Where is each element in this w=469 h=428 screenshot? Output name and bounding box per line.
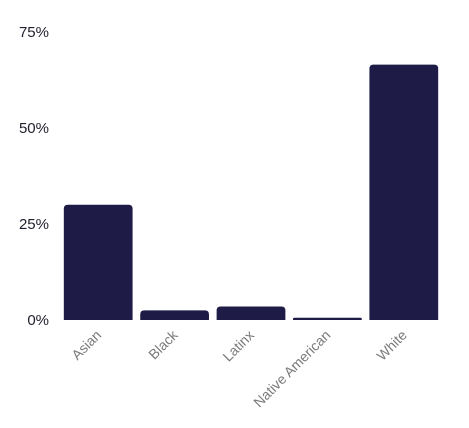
y-axis-ticks: 0% 25% 50% 75% [19,24,49,329]
x-tick-label: Asian [68,327,104,363]
y-tick-label: 0% [27,312,49,329]
x-tick-label: White [373,327,410,364]
bar-white[interactable] [369,64,439,320]
bar-native-american[interactable] [293,317,362,320]
bar-asian[interactable] [63,204,133,320]
x-tick-label: Native American [250,327,333,410]
x-tick-label: Latinx [219,327,257,365]
bars-group [63,64,439,320]
bar-latinx[interactable] [216,306,286,320]
bar-black[interactable] [140,310,209,320]
x-tick-label: Black [145,326,181,362]
y-tick-label: 75% [19,24,49,41]
y-tick-label: 25% [19,216,49,233]
y-tick-label: 50% [19,120,49,137]
